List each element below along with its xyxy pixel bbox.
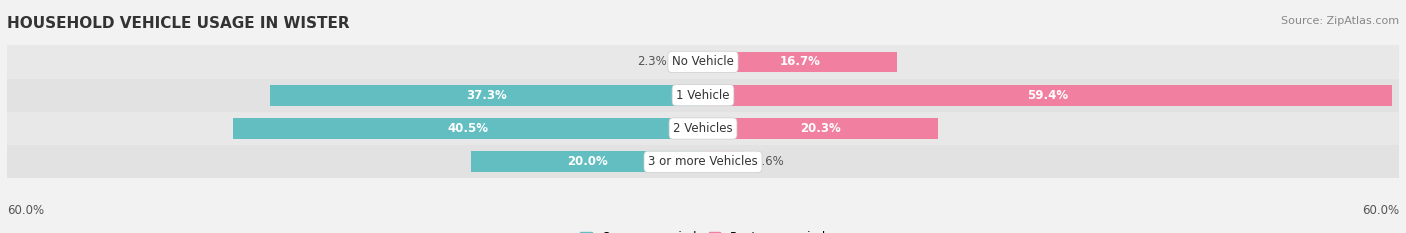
Bar: [703, 118, 938, 139]
Bar: [7, 45, 1399, 79]
Text: 3 or more Vehicles: 3 or more Vehicles: [648, 155, 758, 168]
Bar: [7, 112, 1399, 145]
Text: 20.3%: 20.3%: [800, 122, 841, 135]
Text: 2 Vehicles: 2 Vehicles: [673, 122, 733, 135]
Text: 2.3%: 2.3%: [637, 55, 666, 69]
Legend: Owner-occupied, Renter-occupied: Owner-occupied, Renter-occupied: [575, 226, 831, 233]
Text: 16.7%: 16.7%: [779, 55, 820, 69]
Text: 60.0%: 60.0%: [7, 204, 44, 217]
Bar: [233, 118, 703, 139]
Text: 20.0%: 20.0%: [567, 155, 607, 168]
Text: No Vehicle: No Vehicle: [672, 55, 734, 69]
Bar: [270, 85, 703, 106]
Text: HOUSEHOLD VEHICLE USAGE IN WISTER: HOUSEHOLD VEHICLE USAGE IN WISTER: [7, 16, 350, 31]
Bar: [7, 145, 1399, 178]
Text: 37.3%: 37.3%: [467, 89, 508, 102]
Bar: [471, 151, 703, 172]
Bar: [7, 79, 1399, 112]
Text: Source: ZipAtlas.com: Source: ZipAtlas.com: [1281, 16, 1399, 26]
Bar: [703, 85, 1392, 106]
Text: 59.4%: 59.4%: [1026, 89, 1069, 102]
Bar: [676, 51, 703, 72]
Bar: [703, 151, 745, 172]
Bar: [703, 51, 897, 72]
Text: 1 Vehicle: 1 Vehicle: [676, 89, 730, 102]
Text: 60.0%: 60.0%: [1362, 204, 1399, 217]
Text: 40.5%: 40.5%: [447, 122, 489, 135]
Text: 3.6%: 3.6%: [754, 155, 783, 168]
